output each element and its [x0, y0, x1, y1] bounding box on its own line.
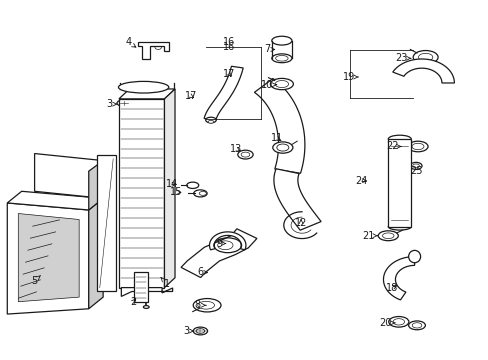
Ellipse shape — [408, 251, 420, 263]
Text: 4: 4 — [125, 37, 136, 48]
Text: 2: 2 — [130, 297, 136, 307]
Ellipse shape — [382, 233, 393, 239]
Polygon shape — [254, 78, 304, 173]
Text: 17: 17 — [184, 91, 197, 101]
Polygon shape — [119, 89, 175, 99]
Text: 14: 14 — [165, 179, 178, 189]
Polygon shape — [273, 169, 321, 230]
Polygon shape — [18, 213, 79, 302]
Ellipse shape — [193, 298, 221, 312]
Text: 16: 16 — [223, 37, 235, 47]
Text: 21: 21 — [361, 231, 376, 241]
Ellipse shape — [193, 190, 207, 197]
Ellipse shape — [120, 101, 127, 105]
Ellipse shape — [418, 53, 432, 61]
Polygon shape — [137, 42, 169, 59]
Polygon shape — [392, 59, 453, 83]
Ellipse shape — [193, 327, 207, 335]
Ellipse shape — [412, 164, 419, 168]
Ellipse shape — [411, 143, 423, 150]
Ellipse shape — [205, 117, 216, 123]
Ellipse shape — [118, 81, 168, 93]
Ellipse shape — [199, 192, 206, 195]
Text: 9: 9 — [216, 239, 225, 248]
Ellipse shape — [237, 150, 253, 159]
Ellipse shape — [275, 81, 288, 87]
Polygon shape — [383, 257, 414, 300]
Text: 13: 13 — [229, 144, 242, 154]
Text: 15: 15 — [170, 187, 182, 197]
Polygon shape — [89, 198, 103, 309]
Ellipse shape — [408, 321, 425, 330]
Ellipse shape — [117, 100, 130, 106]
Ellipse shape — [377, 231, 398, 241]
Polygon shape — [97, 155, 115, 291]
Text: 10: 10 — [261, 80, 276, 90]
Ellipse shape — [411, 323, 421, 328]
Circle shape — [155, 45, 161, 49]
Ellipse shape — [388, 316, 408, 327]
Ellipse shape — [392, 319, 404, 325]
Polygon shape — [203, 66, 243, 120]
Ellipse shape — [407, 141, 427, 152]
Ellipse shape — [143, 306, 149, 309]
Polygon shape — [181, 229, 256, 278]
Ellipse shape — [387, 223, 410, 230]
Text: 5: 5 — [31, 275, 41, 285]
Text: 7: 7 — [264, 45, 274, 54]
Circle shape — [142, 52, 147, 56]
Ellipse shape — [270, 78, 293, 90]
Ellipse shape — [412, 50, 437, 64]
Text: 11: 11 — [270, 133, 283, 143]
Ellipse shape — [271, 36, 291, 45]
Ellipse shape — [197, 301, 214, 309]
Text: 24: 24 — [355, 176, 367, 186]
Text: 8: 8 — [194, 300, 206, 310]
Polygon shape — [164, 89, 175, 288]
Polygon shape — [387, 139, 410, 226]
Text: 1: 1 — [161, 278, 170, 289]
Text: 19: 19 — [342, 72, 357, 82]
Ellipse shape — [186, 182, 198, 189]
Ellipse shape — [276, 144, 288, 151]
Polygon shape — [7, 191, 103, 210]
Text: 16: 16 — [223, 42, 235, 51]
Text: 3: 3 — [183, 326, 193, 336]
Text: 20: 20 — [379, 318, 394, 328]
Ellipse shape — [387, 135, 410, 143]
Text: 22: 22 — [385, 141, 400, 152]
Ellipse shape — [272, 142, 292, 153]
Polygon shape — [7, 203, 89, 314]
Text: 17: 17 — [223, 69, 235, 79]
Polygon shape — [89, 161, 103, 210]
Ellipse shape — [208, 120, 213, 123]
Ellipse shape — [196, 329, 204, 333]
Polygon shape — [119, 99, 164, 288]
Polygon shape — [134, 272, 147, 302]
Text: 3: 3 — [106, 99, 116, 109]
Polygon shape — [209, 232, 245, 250]
Ellipse shape — [271, 54, 291, 63]
Ellipse shape — [409, 162, 421, 170]
Text: 23: 23 — [395, 53, 410, 63]
Text: 25: 25 — [409, 166, 422, 176]
Polygon shape — [121, 288, 172, 296]
Text: 12: 12 — [294, 218, 306, 228]
Text: 6: 6 — [197, 267, 207, 278]
Ellipse shape — [241, 152, 249, 157]
Polygon shape — [35, 154, 103, 198]
Text: 18: 18 — [385, 283, 397, 293]
